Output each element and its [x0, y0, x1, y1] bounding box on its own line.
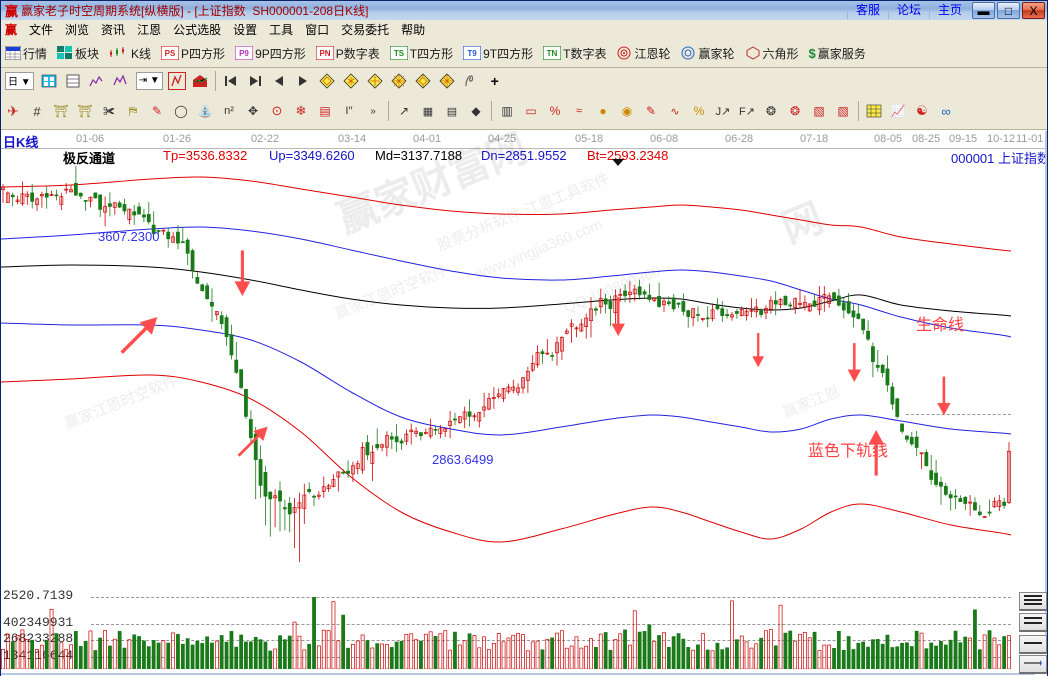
svg-text:PN: PN — [319, 49, 330, 58]
svg-text:PS: PS — [165, 49, 176, 58]
svg-text:P9: P9 — [239, 49, 249, 58]
svg-text:TN: TN — [547, 49, 558, 58]
svg-text:3607.2300: 3607.2300 — [98, 229, 159, 244]
svg-text:2863.6499: 2863.6499 — [432, 452, 493, 467]
svg-text:T9: T9 — [467, 49, 477, 58]
svg-text:TS: TS — [394, 49, 405, 58]
svg-text:生命线: 生命线 — [916, 316, 964, 334]
